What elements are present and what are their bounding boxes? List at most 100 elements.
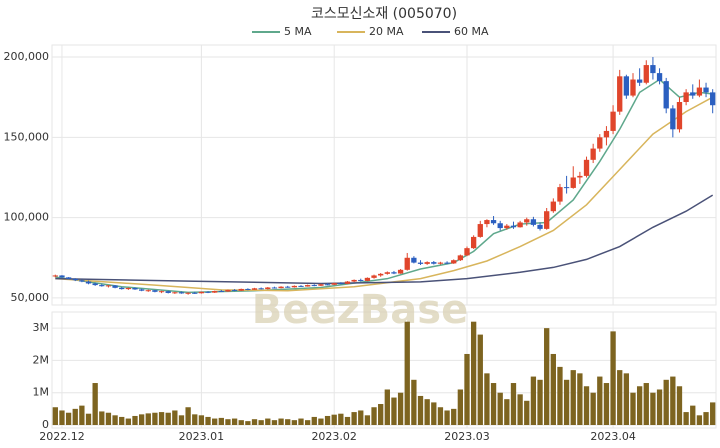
candle-body [245, 288, 251, 290]
volume-bar [437, 407, 444, 425]
candle-body [630, 79, 636, 96]
volume-bar [663, 379, 669, 425]
candle-body [165, 291, 171, 293]
candle-body [271, 287, 278, 289]
volume-bar [603, 383, 610, 425]
volume-bar [92, 383, 98, 425]
candle-body [696, 87, 703, 96]
volume-bar [378, 404, 384, 425]
x-tick-label: 2023.03 [444, 430, 490, 443]
volume-bar [690, 405, 696, 425]
volume-bar [205, 416, 211, 425]
y-tick-label: 3M [33, 321, 50, 334]
volume-bar [424, 399, 430, 425]
candle-body [417, 262, 424, 264]
volume-bar [351, 412, 357, 425]
candle-body [577, 175, 583, 178]
volume-bar [358, 410, 364, 425]
candle-body [119, 287, 125, 290]
volume-bar [344, 416, 351, 425]
candle-body [172, 292, 178, 294]
volume-bar [52, 407, 58, 425]
candle-body [178, 292, 185, 294]
volume-bar [517, 394, 523, 425]
candle-body [437, 262, 444, 264]
candle-body [650, 65, 656, 74]
candle-body [490, 220, 497, 224]
volume-bar [623, 373, 630, 425]
y-tick-label: 2M [33, 353, 50, 366]
volume-bar [470, 321, 477, 425]
candle-body [92, 283, 98, 286]
candle-body [231, 289, 238, 291]
volume-bar [477, 334, 483, 425]
candle-body [524, 219, 530, 223]
volume-bar [132, 415, 138, 425]
volume-bar [550, 353, 556, 425]
volume-bar [65, 412, 72, 425]
candle-body [371, 275, 377, 278]
volume-bar [710, 402, 716, 425]
candle-body [391, 272, 397, 274]
volume-bar [112, 415, 118, 425]
volume-bar [311, 416, 317, 425]
candle-body [424, 262, 430, 264]
volume-bar [457, 389, 464, 425]
volume-bar [105, 412, 112, 425]
candle-body [198, 291, 205, 294]
volume-bar [278, 418, 284, 425]
candle-body [265, 287, 271, 290]
volume-bar [265, 418, 271, 425]
volume-bar [198, 415, 205, 425]
candle-body [703, 87, 709, 93]
candle-body [125, 287, 132, 290]
volume-bar [670, 376, 676, 425]
candle-body [484, 220, 490, 225]
candle-body [145, 290, 151, 292]
volume-bar [59, 410, 65, 425]
candle-body [597, 137, 603, 149]
candle-body [311, 285, 317, 287]
candle-body [451, 260, 457, 264]
candle-body [550, 201, 556, 212]
candle-body [623, 76, 630, 96]
price-panel [51, 44, 717, 306]
candle-body [65, 277, 72, 279]
candle-body [378, 273, 384, 276]
y-tick-label: 50,000 [11, 291, 50, 304]
volume-bar [371, 407, 377, 425]
candle-body [663, 81, 669, 109]
candle-body [152, 290, 158, 292]
candle-body [304, 285, 311, 287]
volume-bar [212, 418, 218, 425]
volume-bar [225, 419, 231, 425]
volume-bar [158, 412, 165, 425]
volume-bar [172, 410, 178, 425]
candle-body [590, 148, 596, 160]
candle-body [510, 225, 517, 228]
candle-body [105, 285, 112, 287]
candle-body [497, 223, 503, 229]
candle-body [530, 219, 537, 225]
watermark: BeezBase [252, 287, 468, 333]
candle-body [544, 211, 550, 229]
volume-bar [231, 418, 238, 425]
volume-bar [364, 415, 371, 425]
volume-bar [258, 420, 264, 425]
candle-body [59, 275, 65, 278]
volume-bar [85, 413, 92, 425]
candle-body [470, 236, 477, 249]
volume-bar [696, 415, 703, 425]
candle-body [72, 278, 78, 281]
volume-bar [125, 418, 132, 425]
volume-bar [484, 373, 490, 425]
candle-body [85, 281, 92, 284]
x-tick-label: 2022.12 [39, 430, 85, 443]
volume-bar [497, 392, 503, 425]
volume-bar [338, 413, 344, 425]
volume-bar [510, 383, 517, 425]
volume-bar [524, 400, 530, 425]
candle-body [570, 177, 576, 188]
candle-body [643, 65, 649, 83]
candle-body [364, 277, 371, 281]
